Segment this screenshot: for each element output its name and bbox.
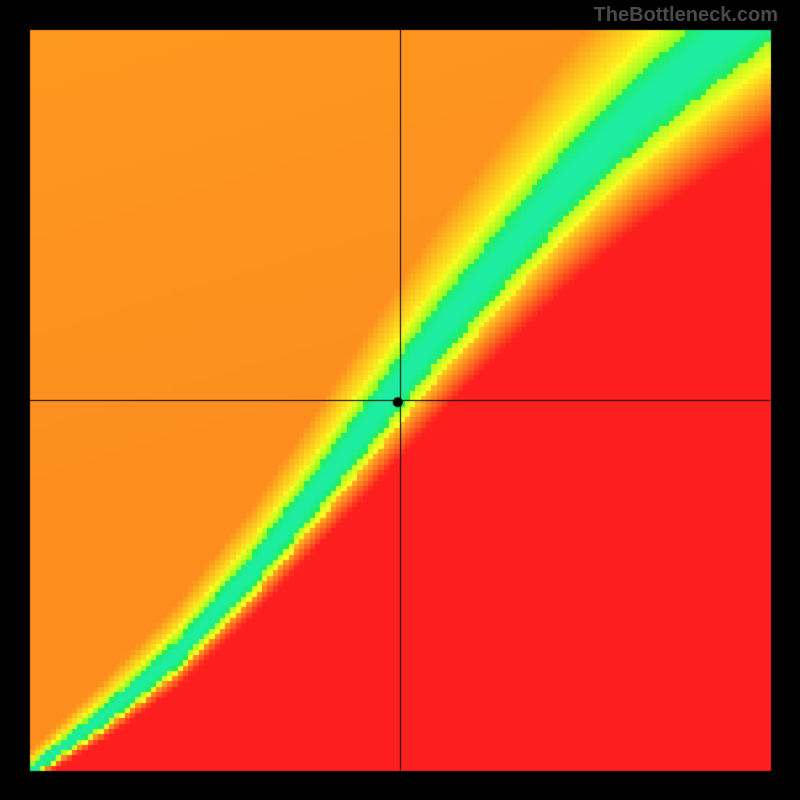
chart-container: { "watermark": { "text": "TheBottleneck.…: [0, 0, 800, 800]
bottleneck-heatmap: [0, 0, 800, 800]
watermark-text: TheBottleneck.com: [594, 4, 778, 27]
